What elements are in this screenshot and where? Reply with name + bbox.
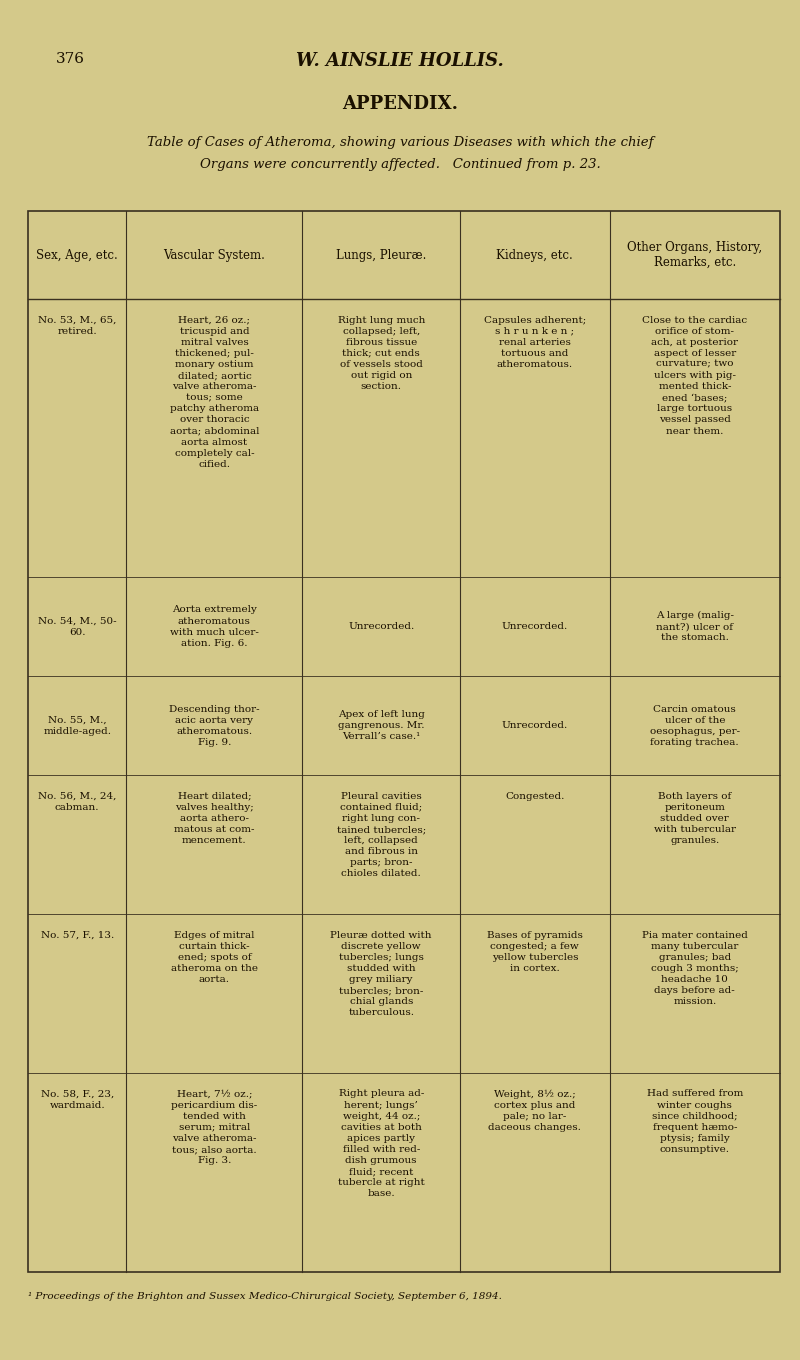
Text: Descending thor-
acic aorta very
atheromatous.
Fig. 9.: Descending thor- acic aorta very atherom…: [169, 704, 260, 747]
Text: Both layers of
peritoneum
studded over
with tubercular
granules.: Both layers of peritoneum studded over w…: [654, 792, 736, 845]
Text: 376: 376: [56, 52, 85, 65]
Text: Close to the cardiac
orifice of stom-
ach, at posterior
aspect of lesser
curvatu: Close to the cardiac orifice of stom- ac…: [642, 316, 747, 435]
Text: Right pleura ad-
herent; lungs’
weight, 44 oz.;
cavities at both
apices partly
f: Right pleura ad- herent; lungs’ weight, …: [338, 1089, 425, 1198]
Text: Lungs, Pleuræ.: Lungs, Pleuræ.: [336, 249, 426, 261]
Text: Unrecorded.: Unrecorded.: [348, 622, 414, 631]
Text: APPENDIX.: APPENDIX.: [342, 95, 458, 113]
Text: Pleural cavities
contained fluid;
right lung con-
tained tubercles;
left, collap: Pleural cavities contained fluid; right …: [337, 792, 426, 879]
Text: No. 54, M., 50-
60.: No. 54, M., 50- 60.: [38, 616, 117, 636]
Text: Heart, 26 oz.;
tricuspid and
mitral valves
thickened; pul-
monary ostium
dilated: Heart, 26 oz.; tricuspid and mitral valv…: [170, 316, 259, 469]
Text: No. 55, M.,
middle-aged.: No. 55, M., middle-aged.: [43, 715, 111, 736]
Text: Apex of left lung
gangrenous. Mr.
Verrall’s case.¹: Apex of left lung gangrenous. Mr. Verral…: [338, 710, 425, 741]
Text: Sex, Age, etc.: Sex, Age, etc.: [36, 249, 118, 261]
Text: W. AINSLIE HOLLIS.: W. AINSLIE HOLLIS.: [296, 52, 504, 69]
Text: ¹ Proceedings of the Brighton and Sussex Medico-Chirurgical Society, September 6: ¹ Proceedings of the Brighton and Sussex…: [28, 1292, 502, 1302]
Text: A large (malig-
nant?) ulcer of
the stomach.: A large (malig- nant?) ulcer of the stom…: [656, 611, 734, 642]
Text: Organs were concurrently affected.   Continued from p. 23.: Organs were concurrently affected. Conti…: [200, 158, 600, 171]
Text: Unrecorded.: Unrecorded.: [502, 622, 568, 631]
Text: Kidneys, etc.: Kidneys, etc.: [497, 249, 573, 261]
Text: Edges of mitral
curtain thick-
ened; spots of
atheroma on the
aorta.: Edges of mitral curtain thick- ened; spo…: [171, 930, 258, 985]
Text: Other Organs, History,
Remarks, etc.: Other Organs, History, Remarks, etc.: [627, 241, 762, 269]
Text: No. 56, M., 24,
cabman.: No. 56, M., 24, cabman.: [38, 792, 116, 812]
Text: Heart, 7½ oz.;
pericardium dis-
tended with
serum; mitral
valve atheroma-
tous; : Heart, 7½ oz.; pericardium dis- tended w…: [171, 1089, 258, 1166]
Text: Congested.: Congested.: [505, 792, 565, 801]
Text: Vascular System.: Vascular System.: [163, 249, 266, 261]
Text: Heart dilated;
valves healthy;
aorta athero-
matous at com-
mencement.: Heart dilated; valves healthy; aorta ath…: [174, 792, 254, 845]
Text: Pia mater contained
many tubercular
granules; bad
cough 3 months;
headache 10
da: Pia mater contained many tubercular gran…: [642, 930, 748, 1006]
Text: Had suffered from
winter coughs
since childhood;
frequent hæmo-
ptysis; family
c: Had suffered from winter coughs since ch…: [646, 1089, 743, 1155]
Text: Right lung much
collapsed; left,
fibrous tissue
thick; cut ends
of vessels stood: Right lung much collapsed; left, fibrous…: [338, 316, 425, 392]
Text: Weight, 8½ oz.;
cortex plus and
pale; no lar-
daceous changes.: Weight, 8½ oz.; cortex plus and pale; no…: [488, 1089, 582, 1132]
Text: Unrecorded.: Unrecorded.: [502, 721, 568, 730]
Text: Table of Cases of Atheroma, showing various Diseases with which the chief: Table of Cases of Atheroma, showing vari…: [146, 136, 654, 150]
Text: Pleuræ dotted with
discrete yellow
tubercles; lungs
studded with
grey miliary
tu: Pleuræ dotted with discrete yellow tuber…: [330, 930, 432, 1017]
Text: Carcin omatous
ulcer of the
oesophagus, per-
forating trachea.: Carcin omatous ulcer of the oesophagus, …: [650, 704, 740, 747]
Text: No. 53, M., 65,
retired.: No. 53, M., 65, retired.: [38, 316, 116, 336]
Text: Bases of pyramids
congested; a few
yellow tubercles
in cortex.: Bases of pyramids congested; a few yello…: [487, 930, 582, 972]
Bar: [28, 211, 780, 1272]
Text: Capsules adherent;
s h r u n k e n ;
renal arteries
tortuous and
atheromatous.: Capsules adherent; s h r u n k e n ; ren…: [484, 316, 586, 369]
Text: No. 58, F., 23,
wardmaid.: No. 58, F., 23, wardmaid.: [41, 1089, 114, 1110]
Text: Aorta extremely
atheromatous
with much ulcer-
ation. Fig. 6.: Aorta extremely atheromatous with much u…: [170, 605, 259, 647]
Text: No. 57, F., 13.: No. 57, F., 13.: [41, 930, 114, 940]
